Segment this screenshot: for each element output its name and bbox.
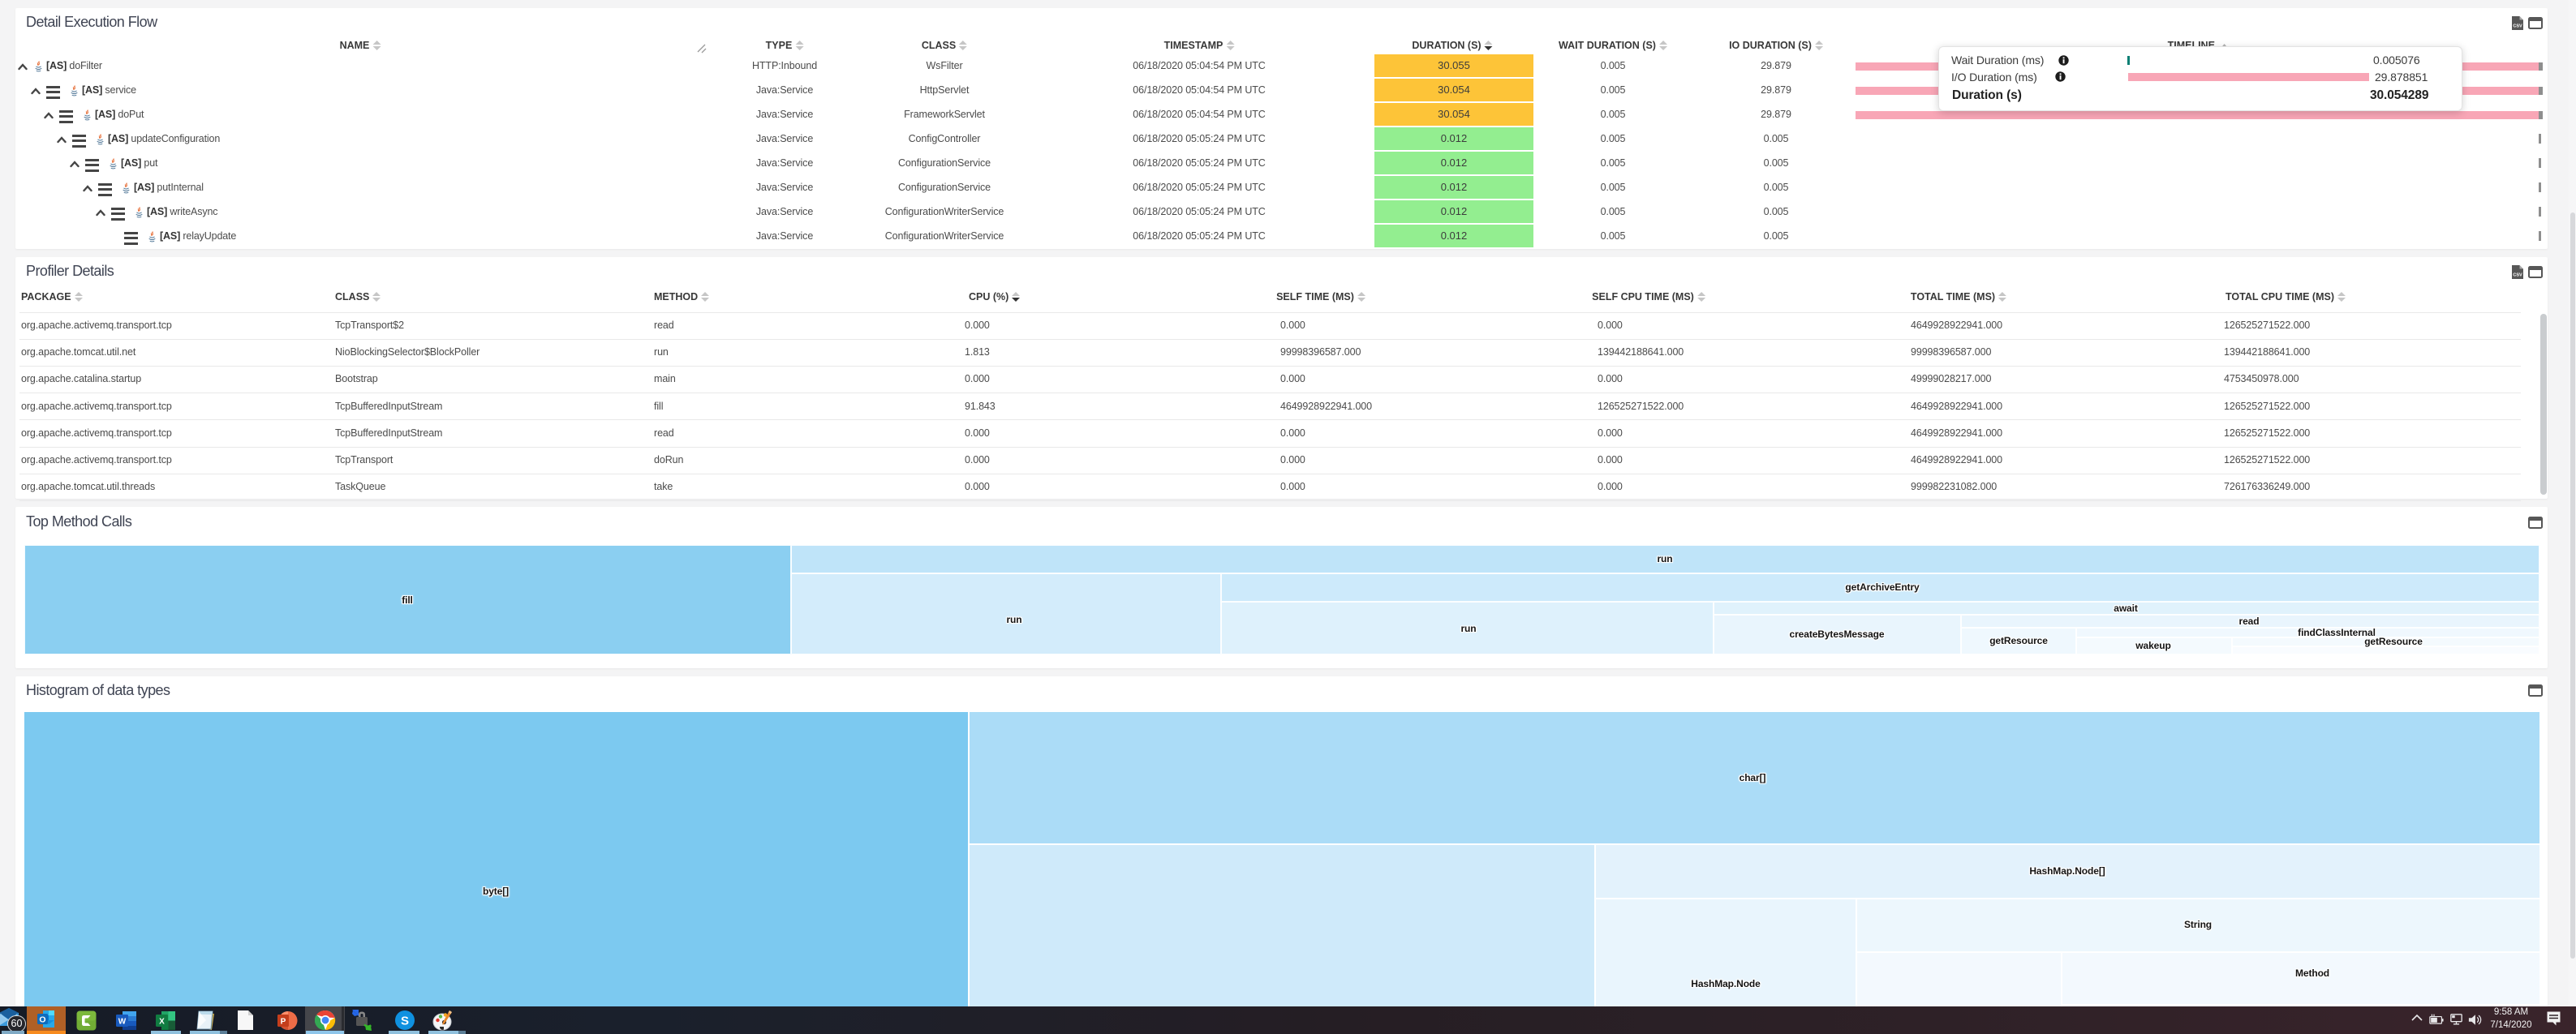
svg-text:P: P: [281, 1018, 286, 1027]
svg-text:X: X: [159, 1018, 165, 1027]
svg-text:CSV: CSV: [2513, 273, 2522, 278]
svg-text:CSV: CSV: [2513, 24, 2522, 29]
svg-text:W: W: [118, 1018, 127, 1027]
svg-text:O: O: [39, 1015, 45, 1025]
svg-text:S: S: [401, 1015, 409, 1028]
